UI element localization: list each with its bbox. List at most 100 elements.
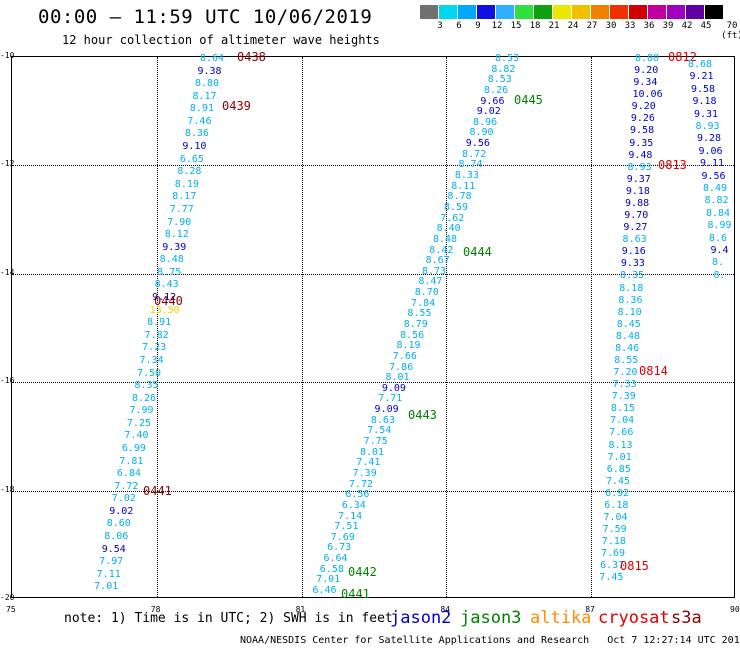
longitude-gridline [156,57,158,597]
wave-height-value: 8.82 [491,63,516,75]
wave-height-value: 8.36 [618,294,643,306]
colorscale-swatch [572,5,590,19]
wave-height-value: 6.56 [345,489,370,501]
x-tick-label: 78 [150,605,161,614]
colorscale-label: 33 [624,21,636,31]
wave-height-value: 8.55 [614,355,639,366]
wave-height-value: 7.62 [440,212,465,224]
colorscale-swatch [439,5,457,19]
latitude-gridline [12,273,734,275]
wave-height-value: 8.73 [422,265,447,277]
wave-height-value: 8.26 [131,392,157,404]
x-tick-label: 81 [295,605,306,614]
wave-height-value: 7.71 [378,393,403,405]
wave-height-value: 9.12 [152,292,177,304]
wave-height-value: 8.12 [164,229,189,241]
wave-height-value: 9.18 [692,96,717,108]
wave-height-value: 8.82 [704,195,729,207]
colorscale-swatch [458,5,476,19]
wave-height-value: 8.72 [462,148,487,160]
colorscale-swatch [534,5,552,19]
wave-height-value: 8.19 [174,178,199,190]
wave-height-value: 8.79 [403,319,428,330]
map-plot-area: 8.64 9.38 8.80 8.17 8.91 7.46 8.36 9.10 6.65 8.28… [11,50,735,601]
wave-height-value: 8.36 [184,128,209,140]
wave-height-value: 7.25 [126,417,151,429]
wave-height-value: 8.63 [622,234,647,246]
wave-height-value: 6.99 [121,442,146,454]
wave-height-value: 9.35 [629,137,654,149]
wave-height-value: 7.69 [600,548,626,560]
colorscale-label: 45 [700,21,712,31]
wave-height-value: 6.65 [179,153,204,165]
colorscale-swatch [629,5,647,19]
wave-height-value: 9.39 [162,241,187,253]
wave-height-value: 8.56 [400,329,425,341]
footer-timestamp: Oct 7 12:27:14 UTC 2019 [607,635,740,646]
colorscale-label: 27 [586,21,598,31]
wave-height-value: 9.27 [623,222,648,234]
colorscale-label: 30 [605,21,617,31]
wave-height-value: 8.78 [447,191,472,203]
wave-height-value: 8.01 [359,446,385,458]
wave-height-value: 8.68 [688,59,713,70]
wave-height-value: 7.54 [367,425,392,437]
wave-height-value: 8.80 [635,53,660,64]
wave-height-value: 8.96 [473,116,498,128]
wave-height-value: 8.35 [620,270,645,282]
wave-height-value: 7.81 [119,455,144,467]
wave-height-value: 9.58 [630,125,655,137]
y-tick-label: -14 [0,267,15,277]
wave-height-value: 6.85 [606,463,631,475]
wave-height-value: 7.40 [124,430,149,442]
wave-height-value: 8.42 [429,244,454,256]
wave-height-value: 9.4 [710,245,729,256]
wave-height-value: 6.37 [600,560,625,572]
satellite-legend-s3a: s3a [671,608,702,628]
wave-height-value: 8.46 [615,342,640,354]
latitude-gridline [12,382,734,384]
wave-height-value: 7.69 [330,531,355,543]
wave-height-value: 7.82 [144,329,169,341]
wave-height-value: 10.06 [632,89,663,101]
wave-height-value: 9.09 [374,404,399,416]
longitude-gridline [591,57,593,597]
longitude-gridline [446,57,448,597]
wave-height-value: 7.01 [94,581,119,593]
wave-height-value: 7.01 [316,574,341,586]
wave-height-value: 6.58 [319,563,344,575]
wave-height-value: 8.93 [695,121,720,132]
colorscale-swatch [515,5,533,19]
pass-time-label: 0442 [348,564,377,579]
wave-height-value: 7.97 [99,556,124,568]
wave-height-value: 9.38 [197,65,222,77]
colorscale-swatch [686,5,704,19]
pass-time-label: 0443 [408,407,437,422]
y-tick-label: -10 [0,51,15,60]
wave-height-value: 9.26 [630,113,655,125]
wave-height-value: 8.70 [414,287,439,299]
wave-height-value: 8.74 [458,159,483,171]
pass-time-label: 0438 [237,50,266,64]
wave-height-value: 8.33 [454,170,479,182]
wave-height-value: 7.41 [356,457,381,469]
wave-height-value: 9.11 [700,158,725,170]
wave-height-value: 9.56 [701,170,726,182]
wave-height-value: 8.15 [610,403,636,415]
legend-note: note: 1) Time is in UTC; 2) SWH is in fe… [64,611,393,626]
colorscale-label: 3 [437,21,443,31]
wave-height-value: 6.92 [605,487,630,499]
colorscale-label: 12 [491,21,503,31]
wave-height-value: 7.86 [389,361,414,373]
wave-height-value: 9.06 [698,145,723,157]
wave-height-value: 8.67 [425,255,450,267]
pass-time-label: 0439 [222,98,251,113]
wave-height-value: 8.01 [385,372,410,384]
wave-height-value: 9.70 [624,210,649,222]
wave-height-value: 9.48 [628,149,653,161]
wave-height-value: 8.63 [370,414,395,426]
wave-height-value: 9.21 [689,71,714,83]
wave-height-value: 7.50 [137,367,162,379]
wave-height-value: 8.60 [106,518,131,530]
